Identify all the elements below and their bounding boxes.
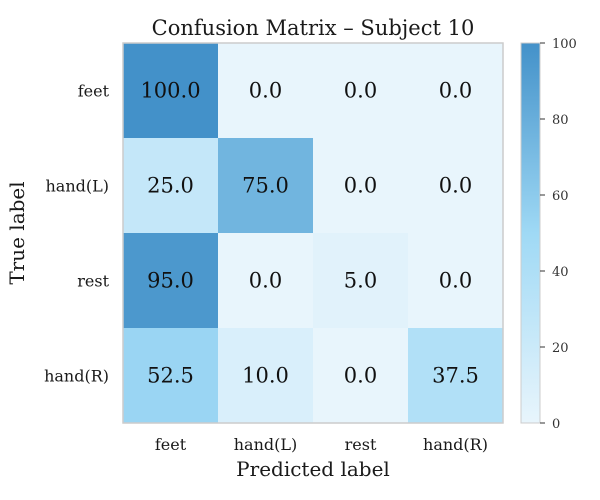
cell-value-label: 95.0 <box>147 269 194 293</box>
colorbar-ticks: 0 20 40 60 80 100 <box>540 37 577 432</box>
x-tick-label: feet <box>155 435 187 454</box>
heatmap-cell <box>123 233 219 329</box>
x-tick-label: hand(L) <box>234 435 298 454</box>
cell-value-label: 0.0 <box>344 364 377 388</box>
cell-value-label: 0.0 <box>439 79 472 103</box>
heatmap-cell <box>313 328 409 424</box>
colorbar-tick-label: 80 <box>552 113 569 128</box>
x-tick-label: hand(R) <box>423 435 488 454</box>
colorbar-tick-label: 20 <box>552 341 569 356</box>
cell-value-label: 100.0 <box>140 79 200 103</box>
heatmap-cell <box>408 138 504 234</box>
heatmap-cell <box>313 233 409 329</box>
cell-value-label: 75.0 <box>242 174 289 198</box>
y-tick-label: hand(L) <box>46 177 110 196</box>
cell-value-label: 10.0 <box>242 364 289 388</box>
y-tick-label: feet <box>78 82 110 101</box>
heatmap-cell <box>408 233 504 329</box>
colorbar <box>520 42 541 424</box>
y-tick-label: rest <box>77 272 109 291</box>
heatmap-cells <box>123 43 504 424</box>
cell-value-label: 5.0 <box>344 269 377 293</box>
x-tick-label: rest <box>345 435 377 454</box>
heatmap-cell <box>218 233 314 329</box>
heatmap-cell <box>123 328 219 424</box>
heatmap-cell <box>218 138 314 234</box>
colorbar-tick-label: 40 <box>552 265 569 280</box>
cell-value-label: 52.5 <box>147 364 194 388</box>
heatmap-cell <box>408 328 504 424</box>
x-axis-label: Predicted label <box>236 457 390 481</box>
y-axis-label: True label <box>5 181 29 284</box>
heatmap-cell <box>123 138 219 234</box>
chart-title: Confusion Matrix – Subject 10 <box>152 16 475 40</box>
y-tick-labels: feet hand(L) rest hand(R) <box>44 82 109 386</box>
cell-value-label: 37.5 <box>432 364 479 388</box>
cell-value-label: 0.0 <box>249 269 282 293</box>
colorbar-tick-label: 100 <box>552 37 577 52</box>
y-tick-label: hand(R) <box>44 367 109 386</box>
colorbar-tick-label: 60 <box>552 189 569 204</box>
cell-value-label: 0.0 <box>439 174 472 198</box>
cell-value-label: 0.0 <box>249 79 282 103</box>
cell-value-label: 0.0 <box>344 79 377 103</box>
heatmap-cell <box>313 43 409 139</box>
heatmap-cell <box>408 43 504 139</box>
cell-value-label: 0.0 <box>344 174 377 198</box>
x-tick-labels: feet hand(L) rest hand(R) <box>155 435 488 454</box>
cell-value-label: 0.0 <box>439 269 472 293</box>
heatmap-cell <box>313 138 409 234</box>
heatmap-cell <box>218 328 314 424</box>
plot-frame <box>122 42 504 424</box>
heatmap-cell <box>123 43 219 139</box>
heatmap-cell-labels: 100.0 0.0 0.0 0.0 25.0 75.0 0.0 0.0 95.0 0.0 5.0 0.… <box>140 79 478 388</box>
cell-value-label: 25.0 <box>147 174 194 198</box>
heatmap-cell <box>218 43 314 139</box>
colorbar-tick-label: 0 <box>552 417 560 432</box>
